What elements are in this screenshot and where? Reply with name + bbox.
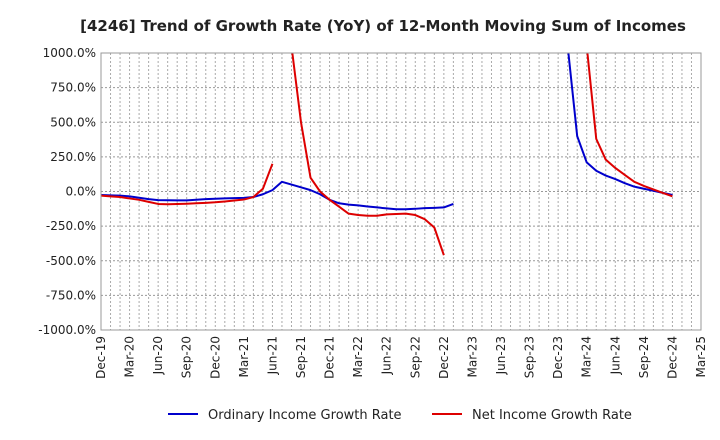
y-tick-label: 250.0% (50, 150, 96, 164)
x-tick-label: Mar-24 (580, 336, 594, 377)
y-axis-ticks: 1000.0% 750.0% 500.0% 250.0% 0.0% -250.0% -500… (38, 46, 96, 337)
x-tick-label: Mar-21 (237, 336, 251, 377)
legend-label-1: Net Income Growth Rate (472, 408, 632, 423)
legend-label-0: Ordinary Income Growth Rate (208, 408, 402, 423)
x-tick-label: Sep-20 (180, 336, 194, 378)
x-tick-label: Sep-22 (408, 336, 422, 378)
x-tick-label: Dec-24 (665, 336, 679, 379)
x-tick-label: Sep-23 (523, 336, 537, 378)
y-tick-label: -1000.0% (38, 323, 96, 337)
y-tick-label: 0.0% (66, 185, 97, 199)
x-tick-label: Mar-22 (351, 336, 365, 377)
x-tick-label: Sep-24 (637, 336, 651, 378)
y-tick-label: -250.0% (46, 219, 96, 233)
y-tick-label: 500.0% (50, 115, 96, 129)
x-axis-ticks: Dec-19 Mar-20 Jun-20 Sep-20 Dec-20 Mar-21 Jun-… (94, 336, 708, 379)
x-tick-label: Dec-19 (94, 336, 108, 379)
x-tick-label: Mar-23 (465, 336, 479, 377)
x-tick-label: Jun-23 (494, 336, 508, 375)
legend: Ordinary Income Growth Rate Net Income Gr… (168, 408, 632, 423)
x-tick-label: Dec-21 (323, 336, 337, 379)
series-line-0 (101, 53, 673, 211)
x-tick-label: Mar-25 (694, 336, 708, 377)
y-tick-label: -500.0% (46, 254, 96, 268)
series-lines (101, 53, 673, 256)
y-tick-label: -750.0% (46, 288, 96, 302)
y-tick-label: 1000.0% (43, 46, 96, 60)
x-tick-label: Jun-24 (608, 336, 622, 375)
x-tick-label: Mar-20 (123, 336, 137, 377)
x-tick-label: Dec-20 (208, 336, 222, 379)
series-line-1 (101, 53, 673, 256)
y-tick-label: 750.0% (50, 81, 96, 95)
x-tick-label: Jun-21 (265, 336, 279, 375)
x-tick-label: Jun-20 (151, 336, 165, 375)
chart-title: [4246] Trend of Growth Rate (YoY) of 12-… (80, 17, 686, 35)
grid-lines (100, 52, 702, 331)
plot-frame (100, 52, 702, 331)
x-tick-label: Jun-22 (380, 336, 394, 375)
x-tick-label: Sep-21 (294, 336, 308, 378)
x-tick-label: Dec-23 (551, 336, 565, 379)
x-tick-label: Dec-22 (437, 336, 451, 379)
